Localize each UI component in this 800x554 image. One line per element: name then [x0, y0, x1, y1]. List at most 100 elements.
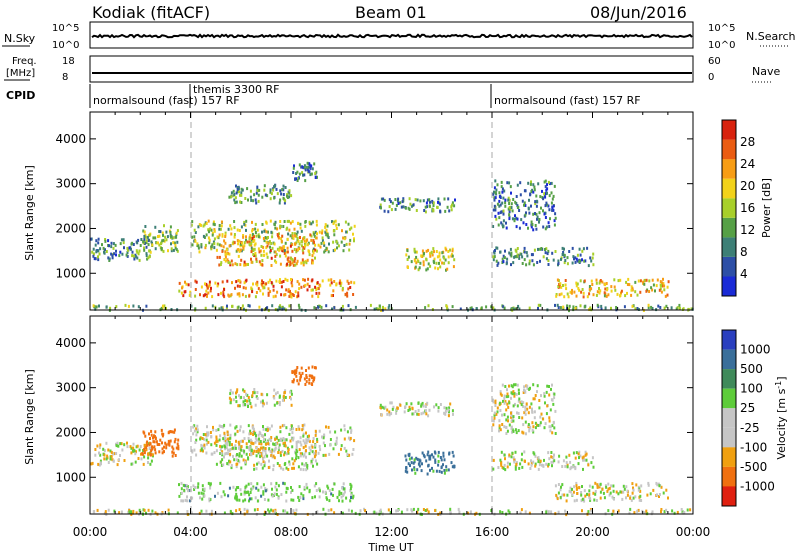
power-cell — [294, 290, 297, 294]
velocity-cell — [341, 499, 344, 503]
power-cell — [253, 193, 256, 197]
velocity-cell — [543, 426, 546, 430]
velocity-cell — [449, 507, 452, 511]
power-cell — [537, 306, 539, 310]
power-cell — [578, 260, 581, 264]
power-cell — [448, 209, 451, 213]
nave-tick-bottom: 0 — [708, 72, 714, 83]
power-cell — [246, 187, 249, 191]
velocity-cell — [583, 499, 586, 503]
velocity-cell — [599, 496, 602, 500]
power-cell — [495, 259, 498, 263]
power-cell — [242, 235, 245, 239]
velocity-cell — [439, 403, 442, 406]
velocity-cell — [291, 431, 294, 435]
power-cell — [547, 263, 550, 266]
velocity-cell — [426, 401, 429, 405]
power-cell — [500, 210, 503, 214]
velocity-cell — [219, 444, 222, 448]
power-cell — [283, 201, 286, 205]
power-cell — [494, 196, 497, 200]
power-cell — [97, 241, 100, 245]
power-cell — [415, 250, 418, 254]
power-cell — [519, 181, 522, 185]
velocity-cell — [510, 419, 513, 423]
velocity-cell — [532, 425, 535, 429]
velocity-cell — [134, 452, 137, 456]
power-cell — [541, 189, 543, 193]
velocity-cell — [532, 383, 535, 387]
velocity-cell — [656, 493, 658, 497]
velocity-cell — [524, 390, 527, 394]
velocity-cell — [332, 493, 334, 497]
velocity-cell — [442, 451, 445, 455]
power-cell — [499, 203, 502, 207]
power-cell — [270, 230, 273, 234]
velocity-cell — [416, 412, 419, 416]
velocity-cell — [595, 499, 598, 502]
power-cell — [592, 252, 595, 256]
velocity-cell — [182, 499, 184, 503]
power-cell — [660, 290, 663, 294]
velocity-cell — [519, 511, 522, 515]
velocity-cell — [205, 509, 208, 513]
power-cell — [514, 214, 516, 218]
velocity-cell — [637, 508, 640, 512]
velocity-cell — [123, 443, 126, 447]
velocity-cell — [522, 404, 525, 408]
velocity-cell — [523, 388, 525, 392]
power-cell — [233, 198, 236, 202]
power-cell — [159, 230, 162, 234]
velocity-cell — [279, 451, 282, 455]
velocity-cell — [408, 457, 411, 461]
power-cell — [331, 220, 333, 224]
velocity-cell — [172, 447, 175, 451]
power-cell — [289, 244, 292, 248]
power-cell — [582, 291, 585, 295]
velocity-cell — [264, 452, 267, 456]
velocity-cell — [308, 446, 311, 450]
power-cell — [340, 240, 343, 244]
velocity-cell — [326, 484, 329, 488]
velocity-cell — [229, 436, 232, 440]
velocity-cell — [279, 453, 282, 457]
power-cell — [276, 192, 279, 196]
velocity-cell — [646, 493, 649, 497]
velocity-cell — [449, 402, 452, 406]
power-cell — [552, 204, 555, 208]
power-cell — [542, 255, 545, 259]
power-cell — [558, 282, 561, 286]
velocity-cell — [676, 510, 679, 514]
power-cell — [382, 197, 385, 201]
power-cell — [454, 198, 456, 202]
power-cell — [321, 229, 324, 233]
power-cell — [459, 307, 462, 311]
velocity-cell — [515, 392, 518, 396]
power-cell — [384, 307, 387, 311]
velocity-cell — [263, 464, 266, 468]
velocity-cell — [301, 452, 304, 456]
velocity-cell — [267, 466, 270, 469]
velocity-cell — [514, 450, 517, 454]
velocity-cell — [268, 447, 271, 451]
velocity-cell — [284, 444, 287, 448]
velocity-cell — [508, 511, 511, 515]
velocity-cell — [504, 400, 507, 404]
power-cell — [327, 278, 330, 282]
power-cell — [203, 223, 206, 227]
power-cell — [289, 263, 292, 266]
velocity-cell — [253, 508, 256, 512]
velocity-cell — [343, 487, 346, 491]
power-cell — [619, 278, 622, 282]
power-cell — [236, 239, 239, 243]
power-cell — [281, 247, 283, 251]
power-cell — [663, 284, 666, 288]
power-cell — [447, 250, 450, 253]
power-cell — [546, 187, 549, 191]
velocity-cell — [427, 450, 430, 454]
velocity-cell — [203, 443, 206, 447]
velocity-cell — [416, 510, 419, 514]
velocity-cell — [165, 443, 168, 447]
power-cell — [272, 188, 275, 192]
velocity-cell — [119, 442, 122, 446]
